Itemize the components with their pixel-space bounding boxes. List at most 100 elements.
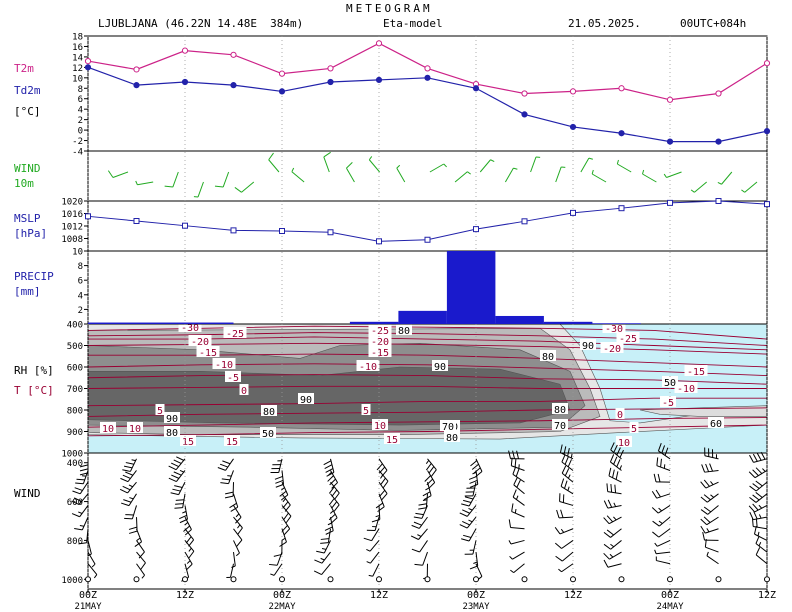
profile-wind-barb-feather	[613, 516, 617, 521]
profile-wind-barb	[378, 505, 381, 520]
profile-wind-barb-feather	[72, 490, 81, 495]
mslp-point	[327, 229, 334, 236]
rh-label-bg	[164, 426, 180, 437]
profile-wind-barb-feather	[508, 450, 511, 459]
cross-yaxis-tick-label: 500	[67, 342, 83, 352]
wind10-barb	[591, 173, 607, 183]
profile-wind-barb-feather	[173, 471, 182, 476]
profile-wind-barb	[427, 470, 436, 483]
wind10-barb	[530, 156, 537, 173]
profile-wind-barb-feather	[652, 520, 660, 527]
profile-wind-barb-feather	[755, 492, 763, 498]
temp-label-bg	[368, 346, 392, 357]
profile-wind-barb-feather	[656, 457, 659, 466]
mslp-label: MSLP	[14, 212, 41, 225]
profile-wind-barb-feather	[123, 499, 132, 503]
wind10-barb-feather	[663, 173, 667, 178]
profile-wind-barb-feather	[614, 484, 617, 493]
profile-wind-barb-feather	[320, 557, 325, 561]
calm-wind-circle	[764, 576, 770, 583]
t2m-point	[84, 57, 92, 65]
profile-wind-barb	[607, 491, 622, 495]
cross-yaxis-tick-label: 600	[67, 364, 83, 374]
profile-wind-barb-feather	[414, 563, 423, 566]
temp-contour-label: 10	[102, 424, 114, 435]
wind10-barb-feather	[291, 167, 295, 172]
profile-wind-barb-feather	[128, 526, 138, 530]
wind10-barb-feather	[642, 169, 645, 175]
wind10-barb	[137, 181, 154, 186]
calm-wind-circle	[667, 576, 673, 583]
wind10-barb-feather	[717, 182, 722, 185]
rh-contour-label: 90	[166, 414, 178, 425]
profile-wind-barb-feather	[331, 489, 338, 497]
profile-wind-barb-feather	[603, 559, 609, 568]
profile-wind-barb-feather	[758, 541, 762, 547]
wind10-barb-feather	[346, 162, 353, 169]
profile-wind-barb	[281, 505, 292, 517]
profile-wind-barb-feather	[749, 485, 757, 492]
rh-contour-label: 60	[710, 419, 722, 430]
precip-yaxis-tick-label: 10	[72, 248, 83, 258]
profile-wind-barb	[378, 470, 389, 482]
profile-wind-barb-feather	[753, 511, 758, 520]
profile-wind-barb-feather	[509, 555, 513, 560]
profile-wind-barb	[276, 551, 283, 566]
profile-wind-barb-feather	[748, 505, 755, 513]
wind10-barb-feather	[234, 187, 242, 193]
profile-wind-barb-feather	[235, 516, 242, 524]
profile-wind-barb	[610, 528, 622, 538]
td2m-point	[84, 64, 92, 71]
mslp-point	[85, 213, 91, 220]
profile-wind-barb-feather	[513, 477, 518, 486]
profile-wind-barb	[136, 528, 143, 543]
t-cross-label: T [°C]	[14, 384, 54, 397]
wind10-barb	[504, 167, 514, 183]
temp-yaxis-tick-label: -2	[72, 137, 83, 147]
profile-wind-barb	[330, 517, 334, 531]
profile-wind-barb	[421, 505, 428, 519]
profile-wind-barb	[658, 450, 671, 460]
calm-wind-circle	[715, 576, 722, 583]
profile-wind-barb-feather	[654, 542, 658, 547]
profile-wind-barb-feather	[514, 508, 517, 514]
profile-wind-barb-feather	[184, 529, 192, 536]
rh-contour-label: 90	[434, 362, 446, 373]
profile-wind-barb	[707, 493, 719, 503]
profile-wind-barb-feather	[468, 519, 473, 523]
profile-wind-barb-feather	[706, 528, 710, 533]
temp-contour-label: -20	[603, 344, 621, 355]
profile-wind-barb	[233, 552, 236, 567]
rh-label-bg	[396, 324, 412, 335]
profile-wind-barb	[370, 551, 380, 564]
profile-wind-barb-feather	[170, 462, 179, 468]
profile-wind-barb-feather	[138, 551, 145, 559]
profile-wind-barb	[184, 563, 190, 578]
profile-wind-barb	[753, 516, 768, 521]
profile-wind-barb-feather	[756, 452, 762, 461]
rh-label-bg	[440, 420, 456, 431]
profile-wind-barb-feather	[570, 453, 573, 459]
profile-wind-barb	[327, 528, 331, 543]
profile-wind-barb-feather	[469, 479, 478, 484]
profile-wind-barb-feather	[752, 453, 758, 462]
profile-wind-barb-feather	[236, 539, 243, 547]
profile-wind-barb-feather	[514, 458, 517, 468]
profile-wind-barb-feather	[121, 502, 130, 507]
profile-wind-barb-feather	[74, 527, 83, 531]
rh-contour-label: 50	[664, 378, 676, 389]
wind10-barb-feather	[616, 159, 619, 165]
profile-wind-barb	[321, 551, 331, 564]
profile-wind-barb-feather	[179, 469, 184, 473]
profile-wind-barb-feather	[469, 565, 478, 570]
profile-wind-barb-feather	[603, 552, 610, 560]
profile-wind-barb	[422, 551, 428, 566]
wind10-barb-feather	[368, 156, 373, 161]
profile-wind-barb-feather	[411, 524, 420, 529]
profile-wind-barb	[609, 551, 622, 560]
profile-wind-barb	[561, 472, 574, 483]
x-day-label: 24MAY	[656, 602, 684, 612]
profile-wind-barb	[330, 493, 340, 506]
td2m-point	[181, 78, 189, 86]
profile-wind-barb-feather	[459, 524, 468, 529]
